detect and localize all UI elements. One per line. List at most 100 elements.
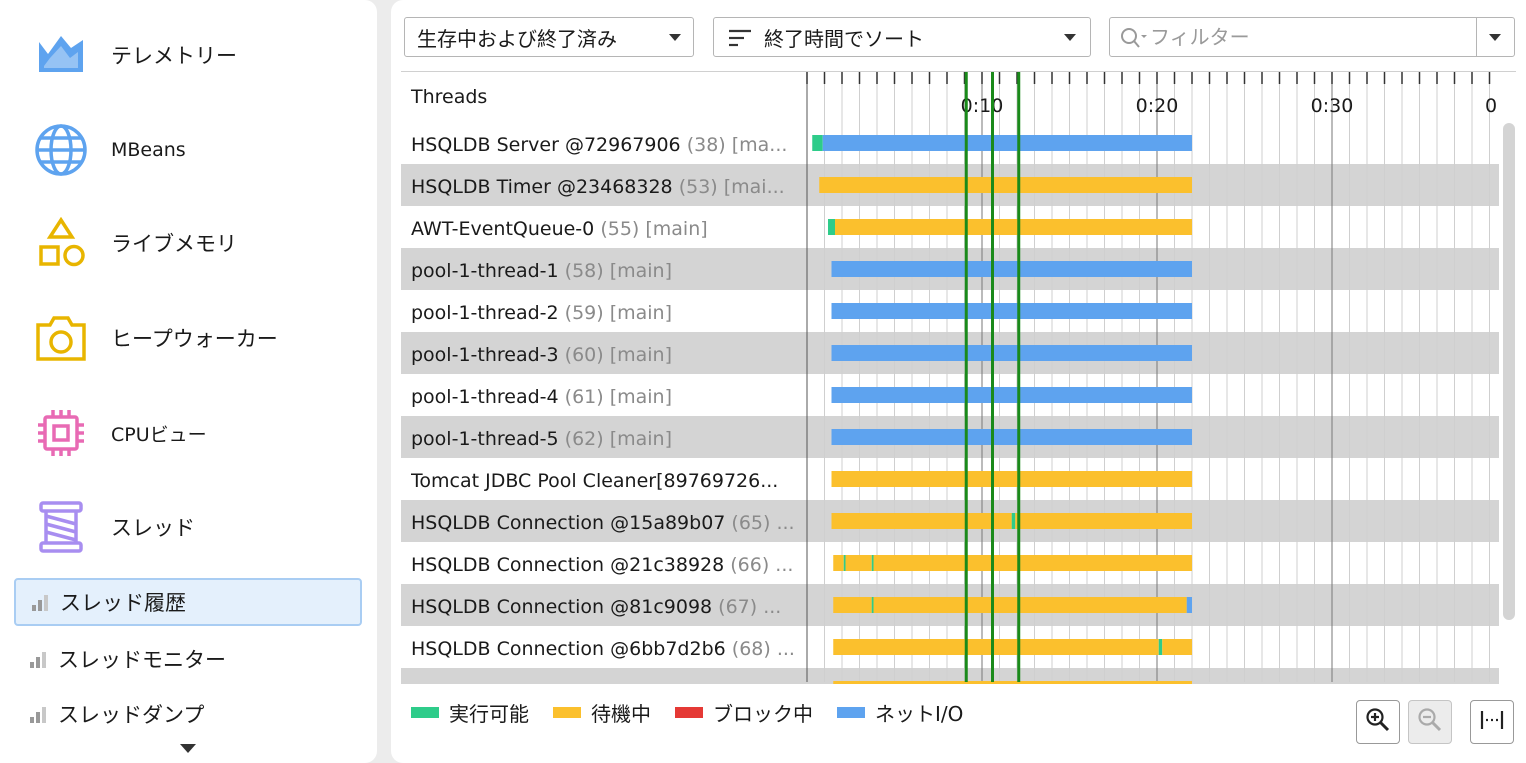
thread-row-label[interactable]: HSQLDB Server @72967906 (38) [ma... — [411, 134, 803, 156]
sidebar-item-label: ヒープウォーカー — [111, 327, 278, 351]
time-tick-label: 0 — [1485, 95, 1497, 117]
sidebar-item-label: スレッド — [111, 516, 195, 540]
sort-lines-icon — [728, 29, 752, 51]
scrollbar-thumb[interactable] — [1503, 123, 1515, 620]
thread-meta: (62) [main] — [564, 428, 673, 450]
state-filter-dropdown[interactable]: 生存中および終了済み — [404, 17, 694, 57]
thread-state-segment — [871, 597, 874, 613]
legend-swatch — [837, 707, 865, 718]
legend-label: 実行可能 — [449, 702, 529, 726]
chip-icon — [32, 404, 90, 462]
thread-state-segment — [831, 345, 1192, 361]
chevron-down-icon — [1489, 34, 1501, 41]
row-stripe — [401, 668, 1499, 684]
thread-state-segment — [819, 177, 1192, 193]
bar-chart-icon — [30, 591, 52, 613]
thread-state-segment — [828, 219, 835, 235]
legend-label: ブロック中 — [713, 702, 813, 726]
thread-meta: (68) ... — [731, 638, 795, 660]
sort-value: 終了時間でソート — [764, 26, 924, 51]
thread-row-label[interactable]: pool-1-thread-5 (62) [main] — [411, 428, 803, 450]
thread-history-panel: 生存中および終了済み 終了時間でソート Threads 0:100:200:30… — [391, 0, 1526, 763]
sidebar-item-threads[interactable]: スレッド — [0, 497, 377, 557]
thread-state-segment — [822, 135, 1192, 151]
thread-state-segment — [843, 555, 846, 571]
thread-state-segment — [831, 261, 1192, 277]
thread-name: AWT-EventQueue-0 — [411, 218, 595, 240]
thread-state-segment — [845, 555, 872, 571]
thread-name: HSQLDB Connection @15a89b07 — [411, 512, 726, 534]
zoom-out-icon — [1417, 707, 1443, 737]
thread-row-label[interactable]: HSQLDB Connection @15a89b07 (65) ... — [411, 512, 803, 534]
sidebar-subitem-thread-monitor[interactable]: スレッドモニター — [14, 635, 362, 683]
thread-name: pool-1-thread-2 — [411, 302, 559, 324]
chevron-down-icon[interactable] — [180, 744, 196, 753]
thread-meta: (38) [ma... — [686, 134, 788, 156]
thread-state-segment — [833, 639, 1159, 655]
thread-row-label[interactable]: pool-1-thread-3 (60) [main] — [411, 344, 803, 366]
thread-meta: (53) [mai... — [678, 176, 785, 198]
sidebar: テレメトリー MBeans ライブメモリ ヒープウォーカー CPUビュー スレッ… — [0, 0, 377, 763]
thread-state-segment — [831, 303, 1192, 319]
legend: 実行可能 待機中 ブロック中 ネットI/O — [411, 698, 963, 727]
thread-row-label[interactable]: HSQLDB Connection @81c9098 (67) ... — [411, 596, 803, 618]
sort-dropdown[interactable]: 終了時間でソート — [713, 17, 1091, 57]
search-icon[interactable] — [1120, 27, 1150, 53]
sidebar-item-telemetry[interactable]: テレメトリー — [0, 25, 377, 85]
sidebar-subitem-thread-dump[interactable]: スレッドダンプ — [14, 690, 362, 738]
legend-label: ネットI/O — [875, 702, 964, 726]
thread-row-label[interactable]: pool-1-thread-4 (61) [main] — [411, 386, 803, 408]
legend-swatch — [675, 707, 703, 718]
thread-meta: (66) ... — [730, 554, 794, 576]
thread-state-segment — [812, 135, 823, 151]
thread-name: HSQLDB Server @72967906 — [411, 134, 681, 156]
shapes-icon — [32, 214, 90, 272]
sidebar-item-label: MBeans — [111, 139, 186, 161]
legend-item-runnable: 実行可能 — [411, 698, 529, 727]
thread-meta: (61) [main] — [564, 386, 673, 408]
sidebar-item-cpu-views[interactable]: CPUビュー — [0, 403, 377, 463]
thread-state-segment — [1186, 597, 1192, 613]
thread-state-segment — [833, 597, 872, 613]
thread-row-label[interactable]: AWT-EventQueue-0 (55) [main] — [411, 218, 803, 240]
legend-label: 待機中 — [591, 702, 651, 726]
sidebar-subitem-label: スレッドモニター — [58, 648, 226, 672]
thread-timeline[interactable]: 0:10 0:20 0:30 0 — [391, 72, 1526, 684]
globe-icon — [32, 121, 90, 179]
sidebar-item-label: ライブメモリ — [111, 232, 237, 256]
thread-state-segment — [831, 471, 1192, 487]
thread-row-label[interactable]: HSQLDB Connection @6bb7d2b6 (68) ... — [411, 638, 803, 660]
legend-item-waiting: 待機中 — [553, 698, 651, 727]
camera-icon — [32, 309, 90, 367]
thread-row-label[interactable]: pool-1-thread-1 (58) [main] — [411, 260, 803, 282]
thread-row-label[interactable]: Tomcat JDBC Pool Cleaner[89769726... — [411, 470, 803, 492]
thread-row-label[interactable]: HSQLDB Timer @23468328 (53) [mai... — [411, 176, 803, 198]
zoom-in-button[interactable] — [1356, 700, 1400, 744]
thread-state-segment — [1011, 513, 1016, 529]
sidebar-subitem-label: スレッドダンプ — [58, 703, 205, 727]
sidebar-subitem-thread-history[interactable]: スレッド履歴 — [14, 578, 362, 626]
sidebar-item-label: CPUビュー — [111, 423, 207, 446]
fit-width-icon — [1479, 707, 1505, 737]
sidebar-item-heap-walker[interactable]: ヒープウォーカー — [0, 308, 377, 368]
sidebar-item-label: テレメトリー — [111, 44, 237, 68]
zoom-out-button[interactable] — [1408, 700, 1452, 744]
thread-meta: (65) ... — [731, 512, 795, 534]
sidebar-item-mbeans[interactable]: MBeans — [0, 120, 377, 180]
filter-history-button[interactable] — [1476, 18, 1514, 56]
thread-meta: (67) ... — [718, 596, 782, 618]
thread-row-label[interactable]: pool-1-thread-2 (59) [main] — [411, 302, 803, 324]
thread-row-label[interactable]: HSQLDB Connection @21c38928 (66) ... — [411, 554, 803, 576]
filter-input[interactable] — [1150, 18, 1470, 56]
chevron-down-icon — [1064, 34, 1076, 41]
chevron-down-icon — [669, 34, 681, 41]
fit-to-width-button[interactable] — [1470, 700, 1514, 744]
thread-name: Tomcat JDBC Pool Cleaner[89769726... — [411, 470, 779, 492]
threads-column-header[interactable]: Threads — [411, 86, 488, 108]
thread-state-segment — [1162, 639, 1192, 655]
legend-swatch — [411, 707, 439, 718]
thread-state-segment — [831, 429, 1192, 445]
sidebar-item-live-memory[interactable]: ライブメモリ — [0, 213, 377, 273]
legend-item-blocked: ブロック中 — [675, 698, 813, 727]
thread-state-segment — [1015, 513, 1192, 529]
